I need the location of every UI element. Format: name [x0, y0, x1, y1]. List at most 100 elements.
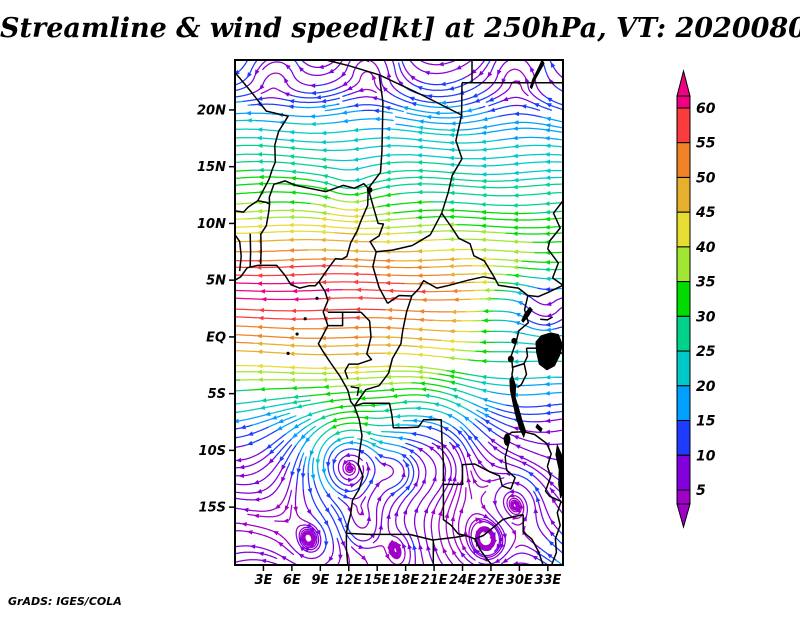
- flow-arrowhead: [306, 411, 313, 417]
- streamline: [459, 377, 481, 383]
- flow-arrowhead: [352, 257, 358, 263]
- colorbar: 60 55 50 45 40 35 30 25 20 15 10 5: [676, 69, 716, 529]
- flow-arrowhead: [384, 184, 391, 189]
- streamline: [374, 456, 380, 462]
- flow-arrowhead: [448, 200, 454, 205]
- flow-arrowhead: [402, 508, 408, 515]
- streamline: [521, 260, 563, 263]
- streamline: [235, 461, 281, 486]
- flow-arrowhead: [512, 258, 519, 264]
- flow-arrowhead: [277, 418, 284, 423]
- flow-arrowhead: [416, 248, 423, 254]
- flow-arrowhead: [416, 238, 422, 243]
- flow-arrowhead: [480, 192, 487, 198]
- flow-arrowhead: [466, 476, 471, 483]
- flow-arrowhead: [463, 529, 468, 536]
- map-frame: [234, 59, 564, 566]
- flow-arrowhead: [512, 170, 519, 176]
- flow-arrowhead: [448, 374, 455, 380]
- flow-arrowhead: [354, 315, 360, 321]
- flow-arrowhead: [475, 517, 482, 522]
- streamline: [499, 319, 511, 322]
- streamline: [235, 282, 308, 285]
- flow-arrowhead: [480, 247, 487, 253]
- streamline: [235, 465, 285, 494]
- streamline: [504, 298, 514, 301]
- streamline: [480, 443, 521, 469]
- flow-arrowhead: [502, 558, 509, 564]
- streamline: [390, 402, 399, 405]
- flow-arrowhead: [258, 307, 265, 313]
- streamline: [322, 541, 335, 565]
- flow-arrowhead: [289, 161, 295, 166]
- flow-arrowhead: [359, 509, 365, 516]
- streamline: [282, 545, 295, 556]
- flow-arrowhead: [480, 263, 486, 269]
- streamline: [489, 376, 556, 380]
- flow-arrowhead: [418, 309, 425, 314]
- country-border: [474, 513, 524, 540]
- streamline: [493, 265, 516, 268]
- flow-arrowhead: [386, 71, 392, 78]
- streamline: [367, 475, 392, 524]
- streamline: [490, 273, 507, 276]
- streamline: [325, 382, 412, 388]
- flow-arrowhead: [512, 231, 518, 237]
- streamline: [235, 497, 265, 501]
- flow-arrowhead: [482, 407, 489, 413]
- flow-arrowhead: [344, 452, 351, 458]
- flow-arrowhead: [320, 229, 326, 235]
- flow-arrowhead: [481, 124, 488, 130]
- flow-arrowhead: [384, 280, 391, 286]
- flow-arrowhead: [373, 108, 379, 114]
- country-border: [523, 430, 548, 445]
- streamline: [388, 128, 479, 136]
- flow-arrowhead: [280, 555, 287, 561]
- flow-arrowhead: [290, 169, 296, 175]
- colorbar-label: 60: [696, 101, 716, 117]
- country-border: [442, 484, 466, 537]
- flow-arrowhead: [352, 146, 359, 152]
- flow-arrowhead: [255, 265, 262, 270]
- colorbar-segment: [676, 420, 691, 456]
- flow-arrowhead: [416, 189, 423, 195]
- flow-arrowhead: [531, 555, 538, 561]
- flow-arrowhead: [508, 492, 515, 498]
- flow-arrowhead: [307, 488, 313, 495]
- flow-arrowhead: [414, 405, 421, 411]
- country-border: [344, 311, 373, 380]
- flow-arrowhead: [410, 431, 417, 437]
- flow-arrowhead: [481, 116, 488, 122]
- flow-arrowhead: [482, 318, 488, 323]
- flow-arrowhead: [416, 352, 423, 358]
- flow-arrowhead: [352, 271, 359, 277]
- flow-arrowhead: [353, 376, 360, 381]
- streamline: [324, 106, 348, 112]
- streamline: [321, 394, 425, 403]
- flow-arrowhead: [408, 96, 415, 102]
- flow-arrowhead: [448, 182, 454, 188]
- flow-arrowhead: [352, 226, 358, 231]
- flow-arrowhead: [272, 530, 279, 536]
- streamline: [235, 100, 244, 103]
- streamline: [335, 65, 357, 90]
- country-border: [235, 72, 289, 205]
- streamline: [519, 275, 534, 279]
- flow-arrowhead: [356, 295, 363, 301]
- streamline: [410, 382, 448, 388]
- flow-arrowhead: [411, 418, 417, 424]
- streamline: [373, 336, 442, 342]
- streamline: [457, 487, 467, 548]
- flow-arrowhead: [480, 504, 486, 511]
- flow-arrowhead: [417, 447, 424, 453]
- flow-arrowhead: [256, 135, 262, 141]
- flow-arrowhead: [323, 384, 329, 390]
- streamline: [389, 465, 395, 477]
- flow-arrowhead: [366, 464, 371, 471]
- streamline: [540, 116, 563, 123]
- streamline: [235, 160, 334, 169]
- flow-arrowhead: [513, 481, 520, 487]
- streamline: [474, 418, 479, 422]
- flow-arrowhead: [352, 137, 359, 143]
- streamline: [545, 537, 563, 555]
